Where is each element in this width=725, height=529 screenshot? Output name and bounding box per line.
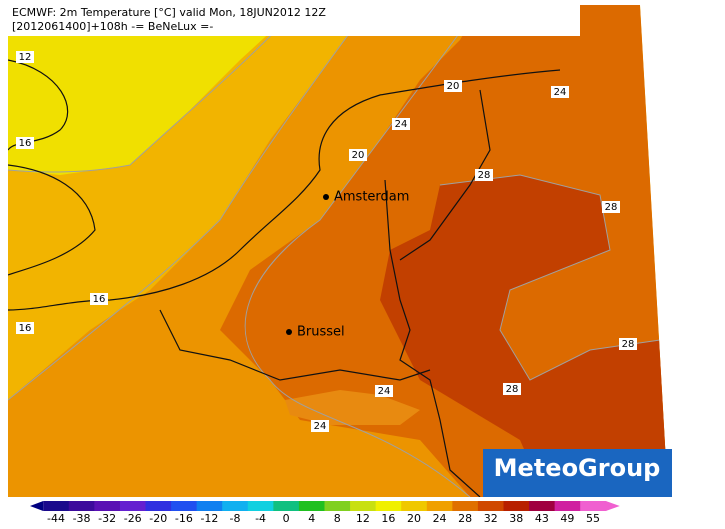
header-line: ECMWF: 2m Temperature [°C] valid Mon, 18… xyxy=(12,6,326,19)
colorbar-segment xyxy=(529,501,556,511)
colorbar-segment xyxy=(452,501,479,511)
contour-label: 24 xyxy=(395,119,408,130)
contour-label-box xyxy=(392,118,410,130)
logo-box xyxy=(483,449,672,497)
colorbar-segment xyxy=(401,501,428,511)
colorbar-label: -16 xyxy=(175,512,193,525)
colorbar-segment xyxy=(145,501,172,511)
colorbar-segment xyxy=(196,501,223,511)
colorbar-segment xyxy=(94,501,121,511)
colorbar-label: 32 xyxy=(484,512,498,525)
colorbar-label: 49 xyxy=(560,512,574,525)
city-name: Amsterdam xyxy=(334,190,409,205)
colorbar-label: -44 xyxy=(47,512,65,525)
contour-label: 28 xyxy=(622,339,635,350)
contour-label-box xyxy=(602,201,620,213)
city-name: Brussel xyxy=(297,325,345,340)
logo: MeteoGroup xyxy=(494,454,661,482)
colorbar-label: 24 xyxy=(433,512,447,525)
colorbar-label: -8 xyxy=(230,512,241,525)
contour-label: 28 xyxy=(506,384,519,395)
contour-label-box xyxy=(16,137,34,149)
colorbar-label: -26 xyxy=(124,512,142,525)
colorbar-label: 20 xyxy=(407,512,421,525)
contour-label: 24 xyxy=(378,386,391,397)
colorbar-segment xyxy=(298,501,325,511)
contour-label-box xyxy=(90,293,108,305)
colorbar-label: 8 xyxy=(334,512,341,525)
colorbar-segment xyxy=(171,501,198,511)
city-dot xyxy=(323,194,329,200)
contour-label: 24 xyxy=(554,87,567,98)
colorbar-label: -4 xyxy=(255,512,266,525)
colorbar-segment xyxy=(273,501,300,511)
colorbar-segment xyxy=(426,501,453,511)
colorbar-label: 12 xyxy=(356,512,370,525)
contour-label-box xyxy=(475,169,493,181)
colorbar-segment xyxy=(350,501,377,511)
city-dot xyxy=(286,329,292,335)
contour-label-box xyxy=(349,149,367,161)
contour-label: 28 xyxy=(605,202,618,213)
colorbar-segment xyxy=(222,501,249,511)
colorbar-label: -12 xyxy=(200,512,218,525)
colorbar-label: -32 xyxy=(98,512,116,525)
colorbar-segment xyxy=(554,501,581,511)
contour-label-box xyxy=(16,322,34,334)
contour-label: 20 xyxy=(352,150,365,161)
contour-label: 24 xyxy=(314,421,327,432)
contour-label: 16 xyxy=(19,138,32,149)
colorbar-segment xyxy=(503,501,530,511)
colorbar-label: 38 xyxy=(509,512,523,525)
colorbar-segment xyxy=(43,501,70,511)
contour-label-box xyxy=(444,80,462,92)
contour-label-box xyxy=(503,383,521,395)
colorbar-segment xyxy=(375,501,402,511)
contour-label-box xyxy=(311,420,329,432)
header-box xyxy=(8,5,580,36)
contour-label: 16 xyxy=(93,294,106,305)
colorbar-segment xyxy=(119,501,146,511)
contour-label-box xyxy=(16,51,34,63)
colorbar-segment xyxy=(580,501,607,511)
colorbar-end xyxy=(30,501,44,511)
colorbar-label: 4 xyxy=(308,512,315,525)
colorbar-label: 28 xyxy=(458,512,472,525)
contour-label: 12 xyxy=(19,52,32,63)
colorbar-segment xyxy=(68,501,95,511)
contour-label-box xyxy=(375,385,393,397)
colorbar-label: 0 xyxy=(283,512,290,525)
colorbar-label: -20 xyxy=(149,512,167,525)
contour-label: 20 xyxy=(447,81,460,92)
colorbar-segment xyxy=(247,501,274,511)
colorbar-end xyxy=(605,501,620,511)
colorbar-label: 55 xyxy=(586,512,600,525)
contour-label: 28 xyxy=(478,170,491,181)
colorbar-label: 43 xyxy=(535,512,549,525)
contour-label-box xyxy=(551,86,569,98)
colorbar-label: 16 xyxy=(381,512,395,525)
contour-label-box xyxy=(619,338,637,350)
colorbar-segment xyxy=(477,501,504,511)
colorbar-segment xyxy=(324,501,351,511)
contour-label: 16 xyxy=(19,323,32,334)
colorbar-label: -38 xyxy=(73,512,91,525)
header-line: [2012061400]+108h -= BeNeLux =- xyxy=(12,20,213,33)
